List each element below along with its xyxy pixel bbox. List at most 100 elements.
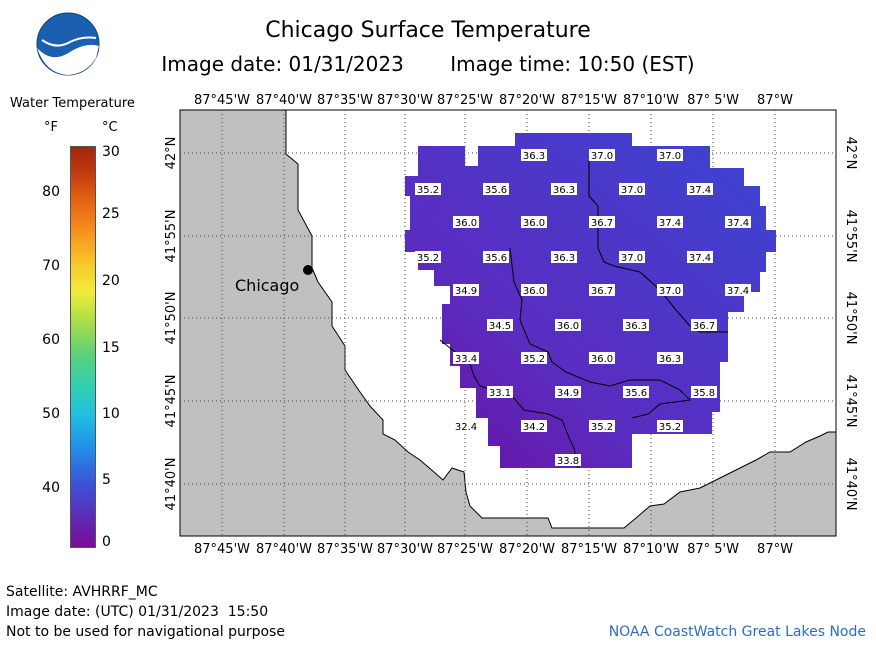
temperature-label-box bbox=[555, 319, 581, 331]
lon-label-bottom: 87°W bbox=[757, 542, 793, 557]
lon-label-bottom: 87°40'W bbox=[256, 542, 312, 557]
temperature-label-box bbox=[657, 284, 683, 296]
temperature-value: 37.4 bbox=[727, 286, 749, 297]
temperature-label-box bbox=[551, 251, 577, 263]
image-date: Image date: 01/31/2023 bbox=[161, 52, 404, 76]
city-label: Chicago bbox=[235, 276, 299, 295]
chicago-marker bbox=[303, 265, 313, 275]
temperature-label-box bbox=[453, 284, 479, 296]
temperature-label-box bbox=[453, 352, 479, 364]
lat-label-right: 42°N bbox=[843, 137, 858, 170]
utc-date-info: Image date: (UTC) 01/31/2023 15:50 bbox=[6, 604, 269, 620]
temperature-value: 37.0 bbox=[659, 151, 681, 162]
temperature-label-box bbox=[555, 454, 581, 466]
lon-label-bottom: 87°10'W bbox=[623, 542, 679, 557]
temperature-label-box bbox=[453, 216, 479, 228]
temperature-value: 35.2 bbox=[417, 185, 439, 196]
f-tick: 40 bbox=[42, 480, 60, 496]
lon-label-bottom: 87° 5'W bbox=[687, 542, 739, 557]
map-title: Chicago Surface Temperature bbox=[265, 18, 591, 43]
unit-celsius: °C bbox=[102, 120, 118, 135]
temperature-label-box bbox=[657, 420, 683, 432]
f-tick: 70 bbox=[42, 258, 60, 274]
lon-label-bottom: 87°30'W bbox=[377, 542, 433, 557]
temperature-label-box bbox=[657, 352, 683, 364]
lon-label-bottom: 87°45'W bbox=[194, 542, 250, 557]
lon-label-top: 87°45'W bbox=[194, 93, 250, 108]
f-tick: 80 bbox=[42, 184, 60, 200]
temperature-label-box bbox=[687, 251, 713, 263]
temperature-label-box bbox=[589, 216, 615, 228]
temperature-value: 33.4 bbox=[455, 354, 477, 365]
lat-label-left: 41°50'N bbox=[164, 292, 179, 345]
temperature-label-box bbox=[551, 183, 577, 195]
lat-label-left: 41°45'N bbox=[164, 375, 179, 428]
temperature-value: 37.4 bbox=[689, 185, 711, 196]
temperature-label-box bbox=[589, 284, 615, 296]
temperature-value: 37.4 bbox=[727, 218, 749, 229]
lon-label-bottom: 87°35'W bbox=[317, 542, 373, 557]
temperature-label-box bbox=[691, 386, 717, 398]
temperature-label-box bbox=[623, 386, 649, 398]
temperature-value: 35.2 bbox=[591, 422, 613, 433]
temperature-value: 36.0 bbox=[455, 218, 477, 229]
lon-label-top: 87°10'W bbox=[623, 93, 679, 108]
c-tick: 10 bbox=[102, 406, 120, 422]
c-tick: 15 bbox=[102, 340, 120, 356]
temperature-label-box bbox=[589, 352, 615, 364]
noaa-logo bbox=[36, 12, 100, 76]
lat-label-right: 41°45'N bbox=[843, 375, 858, 428]
lat-label-right: 41°55'N bbox=[843, 210, 858, 263]
temperature-label-box bbox=[589, 149, 615, 161]
temperature-label-box bbox=[521, 284, 547, 296]
lat-label-right: 41°50'N bbox=[843, 292, 858, 345]
temperature-label-box bbox=[453, 420, 479, 432]
c-tick: 25 bbox=[102, 206, 120, 222]
lon-label-top: 87°25'W bbox=[437, 93, 493, 108]
temperature-labels: 36.3 37.0 37.0 35.2 35.6 36.3 37.0 37.4 36.0 36.0… bbox=[415, 149, 751, 467]
temperature-value: 36.3 bbox=[553, 185, 575, 196]
lon-label-top: 87°35'W bbox=[317, 93, 373, 108]
lat-label-right: 41°40'N bbox=[843, 458, 858, 511]
temperature-colorbar bbox=[70, 146, 96, 548]
unit-fahrenheit: °F bbox=[44, 120, 58, 135]
temperature-label-box bbox=[657, 149, 683, 161]
temperature-value: 36.3 bbox=[553, 253, 575, 264]
lon-label-bottom: 87°15'W bbox=[561, 542, 617, 557]
image-datetime: Image date: 01/31/2023 Image time: 10:50… bbox=[0, 52, 866, 76]
temperature-value: 36.3 bbox=[523, 151, 545, 162]
temperature-value: 35.6 bbox=[485, 185, 507, 196]
f-tick: 60 bbox=[42, 332, 60, 348]
temperature-value: 36.0 bbox=[557, 321, 579, 332]
temperature-value: 34.9 bbox=[557, 388, 579, 399]
temperature-value: 36.7 bbox=[693, 321, 715, 332]
temperature-value: 35.6 bbox=[625, 388, 647, 399]
lon-label-top: 87°15'W bbox=[561, 93, 617, 108]
temperature-value: 35.2 bbox=[659, 422, 681, 433]
temperature-label-box bbox=[415, 251, 441, 263]
temperature-value: 35.6 bbox=[485, 253, 507, 264]
temperature-value: 34.5 bbox=[489, 321, 511, 332]
temperature-value: 35.8 bbox=[693, 388, 715, 399]
lon-label-top: 87°20'W bbox=[499, 93, 555, 108]
temperature-label-box bbox=[415, 183, 441, 195]
image-time: Image time: 10:50 (EST) bbox=[450, 52, 695, 76]
f-tick: 50 bbox=[42, 406, 60, 422]
temperature-value: 36.7 bbox=[591, 218, 613, 229]
water-temperature-region bbox=[405, 133, 776, 468]
temperature-label-box bbox=[521, 149, 547, 161]
temperature-label-box bbox=[725, 216, 751, 228]
temperature-label-box bbox=[555, 386, 581, 398]
temperature-label-box bbox=[521, 420, 547, 432]
temperature-value: 35.2 bbox=[523, 354, 545, 365]
lat-label-left: 41°55'N bbox=[164, 210, 179, 263]
lon-label-top: 87°W bbox=[757, 93, 793, 108]
temperature-label-box bbox=[657, 216, 683, 228]
satellite-info: Satellite: AVHRRF_MC bbox=[6, 584, 158, 600]
c-tick: 0 bbox=[102, 534, 111, 550]
lat-label-left: 41°40'N bbox=[164, 458, 179, 511]
temperature-label-box bbox=[687, 183, 713, 195]
lat-label-left: 42°N bbox=[164, 137, 179, 170]
temperature-label-box bbox=[521, 352, 547, 364]
temperature-value: 32.4 bbox=[455, 422, 477, 433]
